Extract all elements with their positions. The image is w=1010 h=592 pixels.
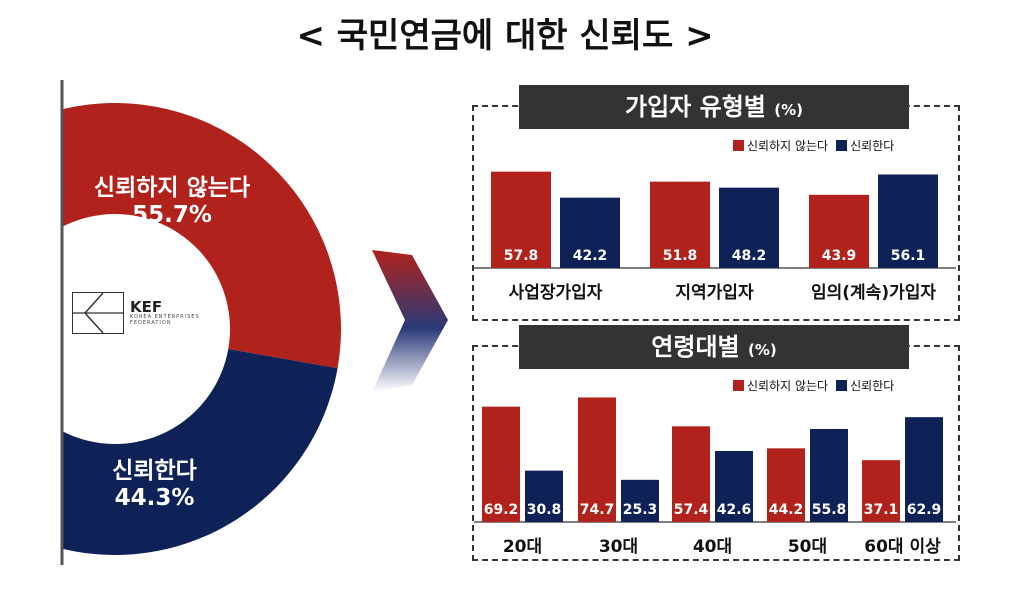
legend-item-trust: 신뢰한다 <box>836 377 894 394</box>
category-label: 20대 <box>502 537 543 557</box>
donut-slice-distrust <box>63 103 341 369</box>
legend-age: 신뢰하지 않는다 신뢰한다 <box>733 377 894 394</box>
category-label: 60대 이상 <box>864 537 941 557</box>
panel-title-member-type: 가입자 유형별 (%) <box>519 85 909 129</box>
category-label: 30대 <box>598 537 639 557</box>
legend-item-trust: 신뢰한다 <box>836 137 894 154</box>
kef-logo-subtext: KOREA ENTERPRISES FEDERATION <box>130 314 200 326</box>
kef-logo-text: KEF <box>130 298 163 316</box>
legend-item-distrust: 신뢰하지 않는다 <box>733 137 828 154</box>
category-label: 사업장가입자 <box>508 283 603 303</box>
arrow-icon <box>372 250 448 392</box>
kef-logo: KEF KOREA ENTERPRISES FEDERATION <box>72 292 200 334</box>
kef-logo-mark <box>72 292 124 334</box>
panel-title-age: 연령대별 (%) <box>519 325 909 369</box>
legend-item-distrust: 신뢰하지 않는다 <box>733 377 828 394</box>
page-title: < 국민연금에 대한 신뢰도 > <box>296 16 714 56</box>
category-label: 50대 <box>787 537 828 557</box>
legend-member-type: 신뢰하지 않는다 신뢰한다 <box>733 137 894 154</box>
category-label: 임의(계속)가입자 <box>810 283 937 303</box>
donut-label-trust: 신뢰한다 44.3% <box>112 458 197 511</box>
category-label: 지역가입자 <box>675 283 754 303</box>
donut-label-distrust: 신뢰하지 않는다 55.7% <box>93 175 251 228</box>
donut-slice-trust <box>63 348 338 555</box>
category-label: 40대 <box>692 537 733 557</box>
